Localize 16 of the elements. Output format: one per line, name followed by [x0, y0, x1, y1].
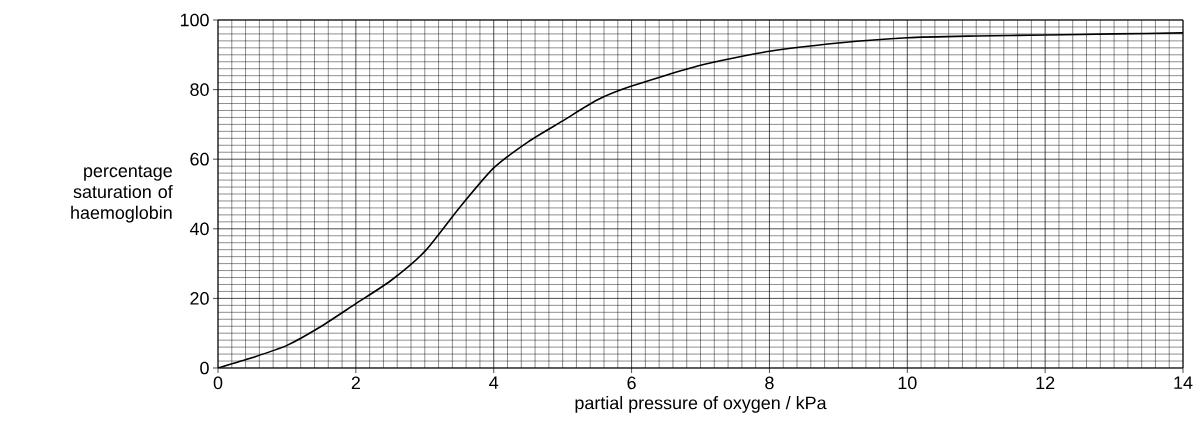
- y-tick-label: 100: [180, 13, 209, 27]
- y-tick-label: 80: [190, 83, 209, 96]
- y-tick-label: 0: [200, 361, 209, 375]
- y-axis-title: percentage saturation of haemoglobin: [71, 165, 173, 223]
- x-tick-label: 0: [213, 376, 223, 390]
- x-tick-label: 4: [489, 376, 499, 389]
- x-tick-label: 10: [898, 376, 917, 390]
- x-tick-label: 14: [1174, 376, 1193, 389]
- y-tick-label: 40: [189, 222, 209, 236]
- y-tick-label: 60: [190, 152, 209, 166]
- x-tick-label: 12: [1036, 376, 1055, 390]
- x-tick-label: 6: [627, 376, 636, 390]
- y-tick-label: 20: [190, 292, 209, 305]
- x-axis-title: partial pressure of oxygen / kPa: [575, 396, 827, 413]
- x-tick-label: 8: [765, 376, 774, 390]
- x-tick-label: 2: [351, 376, 360, 390]
